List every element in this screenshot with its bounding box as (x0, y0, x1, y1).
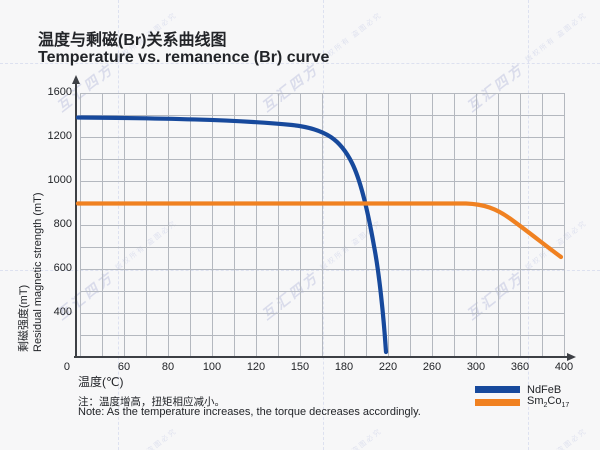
x-tick-260: 260 (422, 361, 442, 373)
watermark-guide-hline (0, 63, 600, 64)
sm2co17-swatch-rect (475, 399, 520, 406)
chart-title-en: Temperature vs. remanence (Br) curve (38, 49, 330, 66)
legend-label-ndfeb: NdFeB (527, 383, 562, 396)
note-en: Note: As the temperature increases, the … (78, 406, 421, 418)
note-zh: 注：温度增高，扭矩相应减小。 (78, 396, 225, 408)
x-tick-80: 80 (161, 361, 175, 373)
y-axis-line (75, 83, 77, 358)
x-tick-400: 400 (554, 361, 574, 373)
y-axis-arrow-icon (72, 75, 80, 84)
y-axis-title-zh: 剩磁强度(mT) (18, 284, 30, 352)
sm2co17-sub17: 17 (561, 402, 570, 410)
legend-label-sm2co17: Sm2Co17 (527, 395, 569, 409)
x-tick-100: 100 (202, 361, 222, 373)
origin-tick-0: 0 (63, 361, 70, 373)
sm2co17-swatch (475, 399, 520, 406)
y-tick-1200: 1200 (47, 130, 72, 142)
sm2co17-sub2: 2 (543, 402, 548, 410)
ndfeb-swatch-rect (475, 386, 520, 393)
legend-item-ndfeb: NdFeB (475, 383, 569, 396)
y-tick-400: 400 (53, 306, 72, 318)
x-axis-title: 温度(℃) (78, 375, 124, 389)
x-axis-arrow-icon (567, 353, 576, 361)
sm2co17-text: Sm (527, 395, 544, 408)
y-tick-1000: 1000 (47, 174, 72, 186)
y-axis-title-en: Residual magnetic strength (mT) (32, 192, 44, 352)
y-tick-800: 800 (53, 218, 72, 230)
x-axis-line (74, 356, 568, 358)
x-tick-180: 180 (334, 361, 354, 373)
y-tick-600: 600 (53, 262, 72, 274)
ndfeb-swatch (475, 386, 520, 393)
x-tick-60: 60 (117, 361, 131, 373)
legend-item-sm2co17: Sm2Co17 (475, 395, 569, 410)
x-tick-150: 150 (290, 361, 310, 373)
x-tick-120: 120 (246, 361, 266, 373)
x-tick-360: 360 (510, 361, 530, 373)
legend: NdFeB Sm2Co17 (475, 383, 569, 410)
sm2co17-text: Co (547, 395, 562, 408)
y-tick-1600: 1600 (47, 86, 72, 98)
plot-grid (80, 93, 565, 357)
y-axis-title: 剩磁强度(mT) Residual magnetic strength (mT) (17, 192, 45, 352)
x-tick-220: 220 (378, 361, 398, 373)
ndfeb-curve (75, 115, 389, 355)
x-tick-300: 300 (466, 361, 486, 373)
sm2co17-curve (75, 201, 564, 260)
chart-title-zh: 温度与剩磁(Br)关系曲线图 (38, 32, 227, 49)
